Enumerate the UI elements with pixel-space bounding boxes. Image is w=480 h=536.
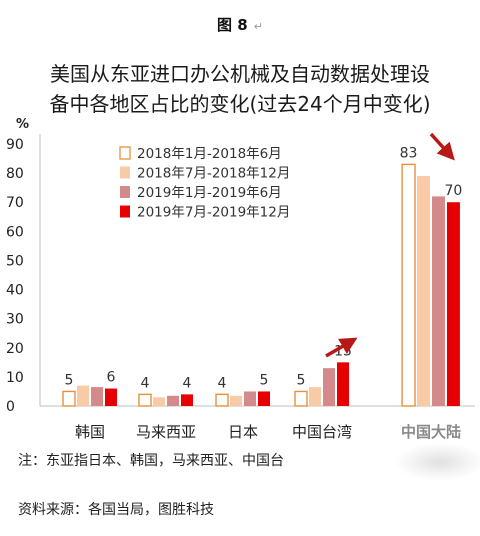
bar xyxy=(167,395,179,406)
data-label: 6 xyxy=(107,370,116,386)
chart-source: 资料来源：各国当局，图胜科技 xyxy=(18,502,214,518)
legend-entry: 2018年1月-2018年6月 xyxy=(137,146,282,162)
figure-label-text: 图 8 xyxy=(217,16,248,34)
bar xyxy=(105,388,117,406)
y-tick-label: 20 xyxy=(6,341,24,357)
chart-note: 注：东亚指日本、韩国，马来西亚、中国台 xyxy=(18,453,284,469)
bar xyxy=(138,393,152,407)
bar xyxy=(446,202,460,406)
x-tick-label: 中国台湾 xyxy=(292,423,352,441)
bar xyxy=(77,385,89,406)
bar xyxy=(337,362,349,406)
y-tick-label: 10 xyxy=(6,370,24,386)
bar xyxy=(215,393,229,407)
chart-title-line-1: 美国从东亚进口办公机械及自动数据处理设 xyxy=(50,62,430,86)
chart-title-line-2: 备中各地区占比的变化(过去24个月中变化) xyxy=(49,92,431,116)
y-tick-label: 60 xyxy=(6,224,24,240)
y-tick-label: 50 xyxy=(6,253,24,269)
legend-entry: 2018年7月-2018年12月 xyxy=(137,166,290,182)
bar xyxy=(258,391,270,406)
legend-entry: 2019年1月-2019年6月 xyxy=(137,185,282,201)
y-tick-label: 80 xyxy=(6,166,24,182)
bar xyxy=(309,387,321,406)
annotation-arrow-up-right xyxy=(325,337,358,358)
bar xyxy=(181,394,193,406)
x-tick-label: 中国大陆 xyxy=(401,423,461,441)
annotation-arrow-down-right xyxy=(429,132,455,161)
y-tick-label: 40 xyxy=(6,283,24,299)
bar xyxy=(432,196,445,406)
x-tick-label: 马来西亚 xyxy=(136,423,196,441)
bar xyxy=(91,387,103,406)
y-axis-label: % xyxy=(16,117,29,132)
data-label: 5 xyxy=(260,372,269,388)
y-tick-label: 0 xyxy=(6,399,15,415)
scan-smudge xyxy=(395,443,480,481)
data-label: 5 xyxy=(297,372,306,388)
bar xyxy=(323,368,335,406)
data-label: 83 xyxy=(400,145,418,161)
data-label: 4 xyxy=(141,375,150,391)
legend-swatch xyxy=(119,146,131,160)
data-label: 5 xyxy=(65,372,74,388)
y-tick-label: 30 xyxy=(6,312,24,328)
legend-entry: 2019年7月-2019年12月 xyxy=(137,205,290,221)
bar xyxy=(401,163,416,407)
bar xyxy=(417,176,430,406)
legend-swatch xyxy=(120,186,130,198)
figure-label: 图 8 ↵ xyxy=(0,14,480,35)
bar xyxy=(230,395,242,406)
bar xyxy=(62,390,76,407)
data-label: 4 xyxy=(183,375,192,391)
y-tick-label: 70 xyxy=(6,195,24,211)
x-tick-label: 韩国 xyxy=(75,423,105,441)
y-tick-label: 90 xyxy=(6,137,24,153)
bar-chart: % 0 10 20 30 40 50 60 70 80 90 韩国 马来西亚 日本 中国台湾 中国大陆 5 6 4 4… xyxy=(6,117,475,441)
x-tick-label: 日本 xyxy=(228,423,258,441)
data-label: 70 xyxy=(445,183,463,199)
bar xyxy=(294,390,308,407)
bar xyxy=(153,397,165,406)
data-label: 4 xyxy=(218,375,227,391)
bar xyxy=(244,391,256,406)
return-mark-icon: ↵ xyxy=(253,20,263,33)
legend-swatch xyxy=(120,166,130,179)
legend-swatch xyxy=(120,205,130,218)
